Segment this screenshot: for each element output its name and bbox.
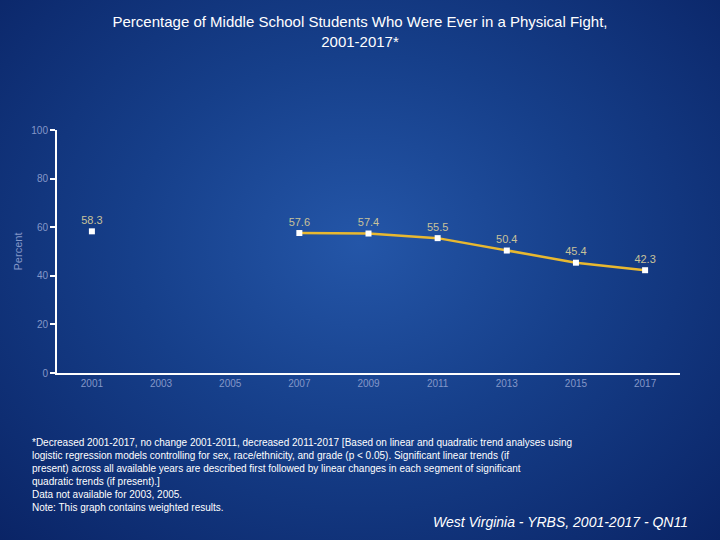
- svg-text:Percent: Percent: [12, 233, 24, 271]
- svg-text:42.3: 42.3: [634, 253, 655, 265]
- svg-text:2017: 2017: [634, 378, 657, 389]
- svg-text:60: 60: [37, 222, 49, 233]
- svg-text:2013: 2013: [496, 378, 519, 389]
- svg-text:55.5: 55.5: [427, 221, 448, 233]
- svg-text:*Decreased 2001-2017, no chang: *Decreased 2001-2017, no change 2001-201…: [32, 437, 572, 513]
- svg-text:2007: 2007: [288, 378, 311, 389]
- svg-text:2005: 2005: [219, 378, 242, 389]
- svg-text:2009: 2009: [357, 378, 380, 389]
- svg-text:West Virginia - YRBS, 2001-201: West Virginia - YRBS, 2001-2017 - QN11: [433, 514, 688, 530]
- svg-text:2015: 2015: [565, 378, 588, 389]
- svg-text:40: 40: [37, 270, 49, 281]
- svg-text:0: 0: [42, 368, 48, 379]
- svg-text:20: 20: [37, 319, 49, 330]
- svg-text:45.4: 45.4: [565, 245, 586, 257]
- svg-text:100: 100: [31, 125, 48, 136]
- svg-text:58.3: 58.3: [81, 214, 102, 226]
- svg-text:2001: 2001: [81, 378, 104, 389]
- svg-text:57.4: 57.4: [358, 216, 379, 228]
- svg-text:50.4: 50.4: [496, 233, 517, 245]
- svg-text:2003: 2003: [150, 378, 173, 389]
- svg-text:57.6: 57.6: [289, 216, 310, 228]
- svg-text:Percentage of Middle School St: Percentage of Middle School Students Who…: [113, 13, 608, 50]
- svg-text:2011: 2011: [427, 378, 449, 389]
- svg-text:80: 80: [37, 173, 49, 184]
